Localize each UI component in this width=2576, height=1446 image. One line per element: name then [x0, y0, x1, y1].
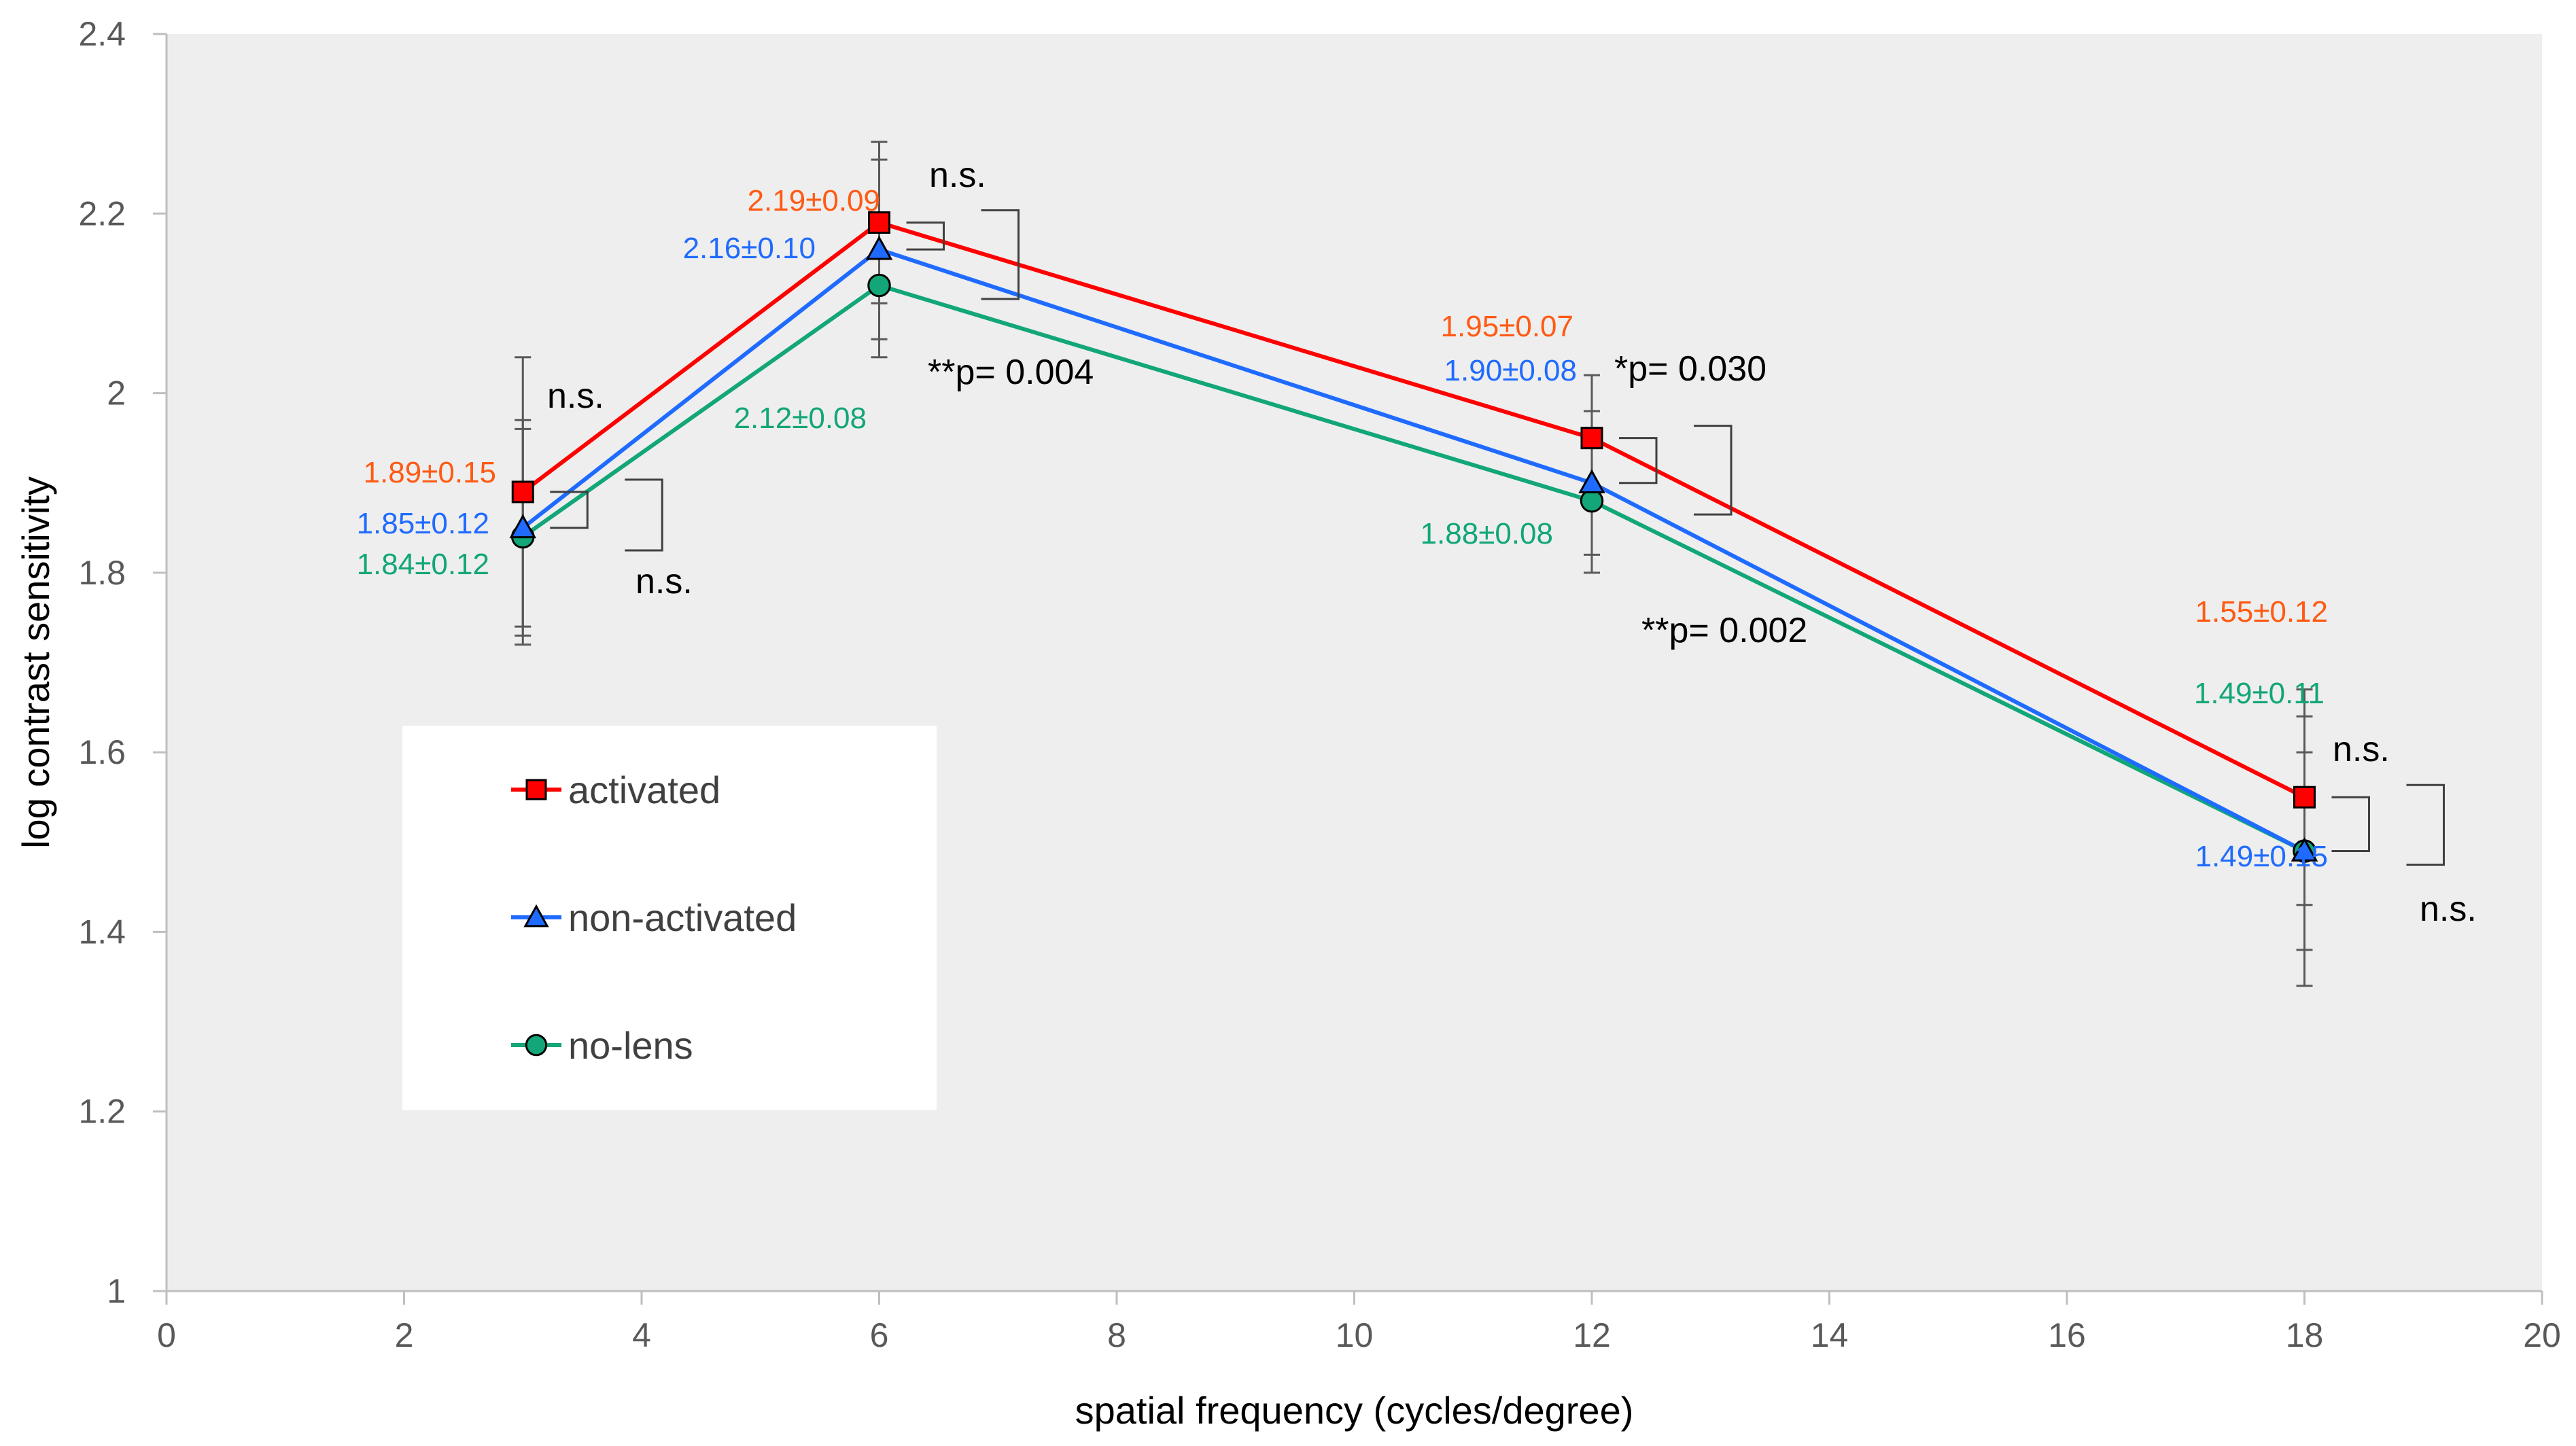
legend-label: non-activated	[568, 896, 797, 939]
bracket-activated-vs-nolens	[625, 478, 663, 552]
y-axis-title: log contrast sensitivity	[14, 476, 57, 849]
x-tick-label: 12	[1573, 1316, 1611, 1354]
significance-activated-vs-nonactivated: n.s.	[547, 376, 604, 416]
data-point-non-activated	[2291, 837, 2318, 862]
series-line-non-activated	[521, 247, 2305, 853]
x-tick-label: 20	[2523, 1316, 2561, 1354]
bracket-activated-vs-nonactivated	[1619, 437, 1658, 484]
y-tick-label: 2.4	[78, 15, 126, 53]
y-tick-label: 1.4	[78, 913, 126, 951]
data-label-activated: 2.19±0.09	[748, 184, 880, 217]
bracket-activated-vs-nonactivated	[550, 491, 589, 529]
y-tick-label: 1.6	[78, 733, 126, 771]
legend-label: no-lens	[568, 1024, 693, 1067]
data-point-activated	[2293, 786, 2316, 809]
x-tick-label: 0	[157, 1316, 176, 1354]
x-tick-label: 14	[1811, 1316, 1849, 1354]
y-tick-label: 1.8	[78, 554, 126, 592]
bracket-activated-vs-nonactivated	[2331, 796, 2370, 852]
bracket-activated-vs-nolens	[981, 209, 1020, 300]
x-tick-label: 18	[2286, 1316, 2324, 1354]
y-tick-label: 1.2	[78, 1093, 126, 1131]
series-line-activated	[521, 220, 2305, 799]
data-label-non-activated: 1.85±0.12	[357, 507, 489, 540]
series-layer	[509, 141, 2318, 987]
data-label-no-lens: 2.12±0.08	[734, 402, 867, 435]
data-label-activated: 1.55±0.12	[2195, 595, 2328, 629]
data-label-non-activated: 2.16±0.10	[683, 232, 816, 265]
significance-activated-vs-nonactivated: n.s.	[2333, 730, 2390, 769]
x-tick-label: 2	[395, 1316, 414, 1354]
legend-label: activated	[568, 769, 720, 811]
data-label-activated: 1.89±0.15	[364, 456, 496, 489]
data-point-non-activated	[1578, 469, 1605, 494]
y-tick-label: 1	[107, 1272, 126, 1310]
significance-activated-vs-nonactivated: n.s.	[929, 156, 986, 195]
data-point-activated	[868, 211, 890, 234]
data-label-non-activated: 1.90±0.08	[1444, 354, 1577, 387]
data-point-activated	[1580, 427, 1603, 450]
bracket-activated-vs-nolens	[1694, 425, 1733, 516]
legend-marker-non-activated	[523, 904, 549, 928]
legend-item-non-activated: non-activated	[511, 896, 797, 939]
data-label-no-lens: 1.49±0.11	[2194, 677, 2325, 710]
data-point-no-lens	[1580, 489, 1604, 513]
significance-activated-vs-nolens: n.s.	[2420, 889, 2477, 929]
annotation-layer: 1.89±0.15 2.19±0.09 1.95±0.07 1.55±0.12 1.85…	[357, 156, 2477, 929]
axes: 1 1.2 1.4 1.6 1.8 2 2.2 2.4 0 2 4 6 8 10 12 14 16 18 20	[78, 15, 2560, 1354]
legend-item-activated: activated	[511, 769, 720, 811]
data-point-non-activated	[865, 235, 893, 260]
series-line-no-lens	[521, 283, 2305, 853]
legend-marker-no-lens	[525, 1034, 548, 1057]
data-label-no-lens: 1.88±0.08	[1421, 517, 1553, 550]
data-point-non-activated	[509, 514, 537, 539]
x-tick-label: 10	[1336, 1316, 1374, 1354]
significance-activated-vs-nolens: **p= 0.002	[1641, 611, 1807, 650]
x-tick-label: 8	[1107, 1316, 1126, 1354]
significance-activated-vs-nonactivated: *p= 0.030	[1614, 349, 1766, 389]
x-tick-label: 6	[870, 1316, 889, 1354]
data-label-non-activated: 1.49±0.15	[2195, 840, 2328, 873]
legend: activated non-activated no-lens	[402, 726, 937, 1110]
data-label-no-lens: 1.84±0.12	[357, 548, 489, 581]
y-tick-label: 2.2	[78, 194, 126, 232]
x-tick-label: 16	[2048, 1316, 2086, 1354]
legend-marker-activated	[525, 779, 547, 800]
bracket-activated-vs-nolens	[2406, 783, 2445, 866]
data-label-activated: 1.95±0.07	[1441, 310, 1573, 343]
x-tick-label: 4	[632, 1316, 651, 1354]
bracket-activated-vs-nonactivated	[906, 222, 945, 251]
x-axis-title: spatial frequency (cycles/degree)	[1075, 1389, 1634, 1432]
legend-item-no-lens: no-lens	[511, 1024, 693, 1067]
legend-box	[402, 726, 937, 1110]
y-tick-label: 2	[107, 374, 126, 412]
significance-activated-vs-nolens: **p= 0.004	[928, 353, 1094, 392]
data-point-activated	[511, 480, 534, 504]
significance-activated-vs-nolens: n.s.	[636, 562, 693, 601]
data-point-no-lens	[867, 273, 891, 298]
